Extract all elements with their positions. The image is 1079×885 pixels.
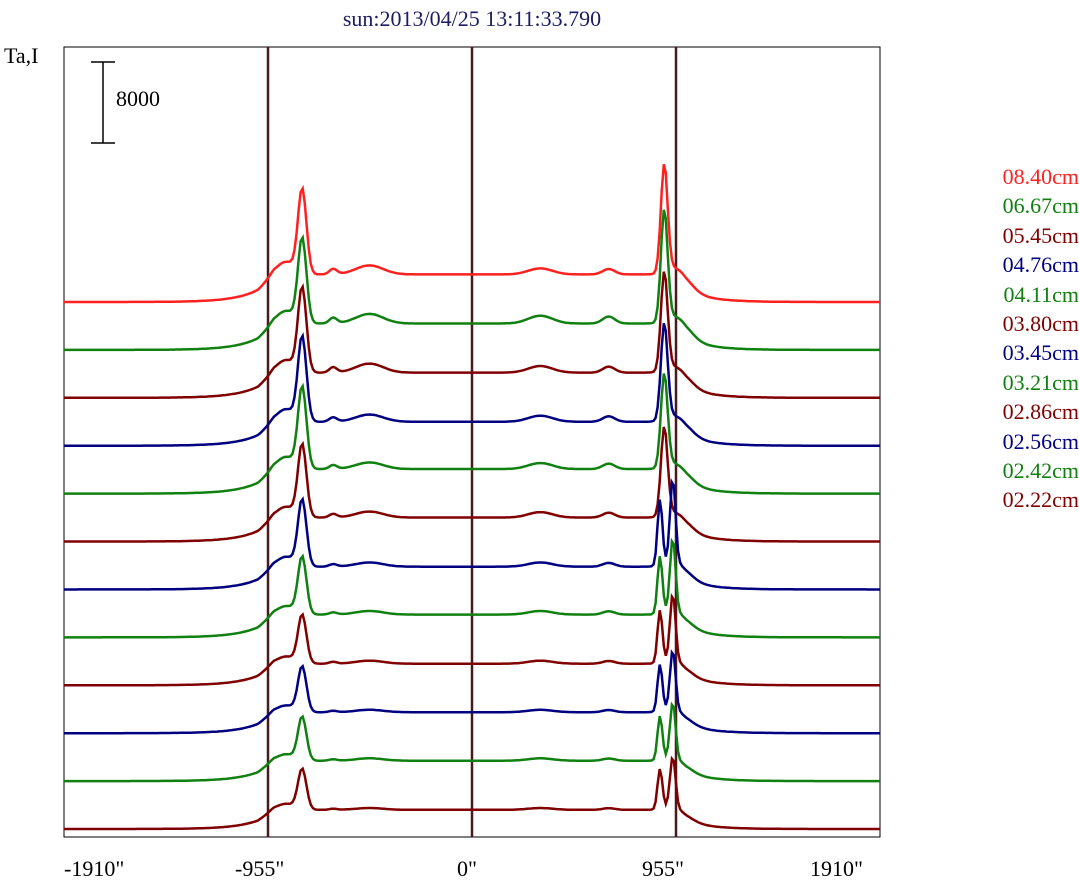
x-tick-label: -1910" — [64, 856, 125, 881]
series-line — [64, 701, 880, 783]
x-tick-label: -955" — [235, 856, 285, 881]
chart-title: sun:2013/04/25 13:11:33.790 — [342, 6, 602, 31]
series-line — [64, 271, 880, 400]
legend-entry: 04.76cm — [1002, 252, 1079, 278]
legend-entry: 02.22cm — [1002, 487, 1079, 513]
x-tick-label: 955" — [642, 856, 684, 881]
legend-entry: 05.45cm — [1002, 222, 1079, 248]
legend-entry: 02.42cm — [1002, 458, 1079, 484]
x-tick-label: 1910" — [810, 856, 863, 881]
series-line — [64, 592, 880, 687]
series-line — [64, 426, 880, 543]
scale-bar — [91, 61, 115, 144]
series-line — [64, 209, 880, 352]
legend: 08.40cm 06.67cm 05.45cm 04.76cm 04.11cm … — [959, 162, 1079, 515]
legend-entry: 02.86cm — [1002, 399, 1079, 425]
x-tick-label: 0" — [457, 856, 477, 881]
series-line — [64, 322, 880, 447]
series-line — [64, 478, 880, 591]
series-curves — [64, 164, 880, 831]
vertical-reference-lines — [266, 47, 678, 837]
series-line — [64, 164, 880, 304]
scale-bar-label: 8000 — [116, 86, 160, 111]
series-line — [64, 649, 880, 735]
series-line — [64, 373, 880, 495]
legend-entry: 06.67cm — [1002, 193, 1079, 219]
legend-entry: 08.40cm — [1002, 164, 1079, 189]
legend-entry: 03.80cm — [1002, 311, 1079, 337]
series-line — [64, 755, 880, 831]
legend-entry: 02.56cm — [1002, 428, 1079, 454]
legend-entry: 03.45cm — [1002, 340, 1079, 366]
series-line — [64, 537, 880, 639]
legend-entry: 04.11cm — [1003, 281, 1079, 307]
legend-entry: 03.21cm — [1002, 369, 1079, 395]
y-axis-label: Ta,I — [4, 43, 39, 68]
